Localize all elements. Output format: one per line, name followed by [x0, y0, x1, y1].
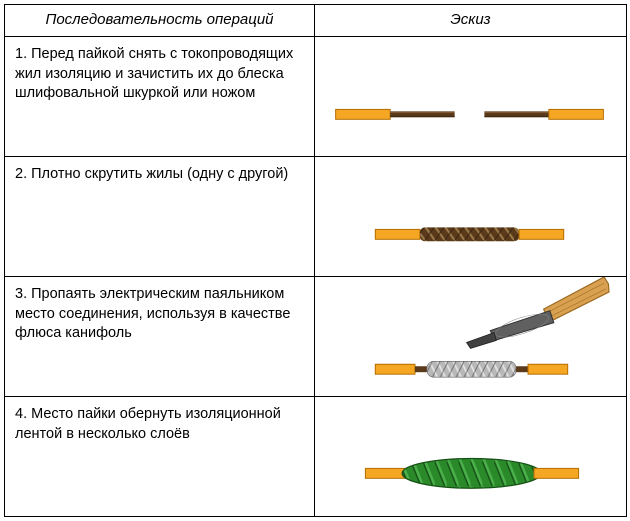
sketch-taped-joint	[315, 397, 626, 516]
step-sketch	[315, 397, 627, 517]
step-text: 1. Перед пайкой снять с токопроводящих ж…	[5, 37, 315, 157]
operations-table: Последовательность операций Эскиз 1. Пер…	[4, 4, 627, 517]
step-sketch	[315, 37, 627, 157]
step-text: 4. Место пайки обернуть изоляционной лен…	[5, 397, 315, 517]
step-sketch	[315, 157, 627, 277]
step-text: 3. Пропаять электрическим паяльником мес…	[5, 277, 315, 397]
step-text: 2. Плотно скрутить жилы (одну с другой)	[5, 157, 315, 277]
table-row: 2. Плотно скрутить жилы (одну с другой)	[5, 157, 627, 277]
step-sketch	[315, 277, 627, 397]
sketch-soldering	[315, 277, 626, 396]
table-row: 3. Пропаять электрическим паяльником мес…	[5, 277, 627, 397]
table-row: 4. Место пайки обернуть изоляционной лен…	[5, 397, 627, 517]
sketch-twisted-wires	[315, 157, 626, 276]
sketch-stripped-wires	[315, 37, 626, 156]
header-sketch: Эскиз	[315, 5, 627, 37]
table-row: 1. Перед пайкой снять с токопроводящих ж…	[5, 37, 627, 157]
header-operations: Последовательность операций	[5, 5, 315, 37]
header-row: Последовательность операций Эскиз	[5, 5, 627, 37]
